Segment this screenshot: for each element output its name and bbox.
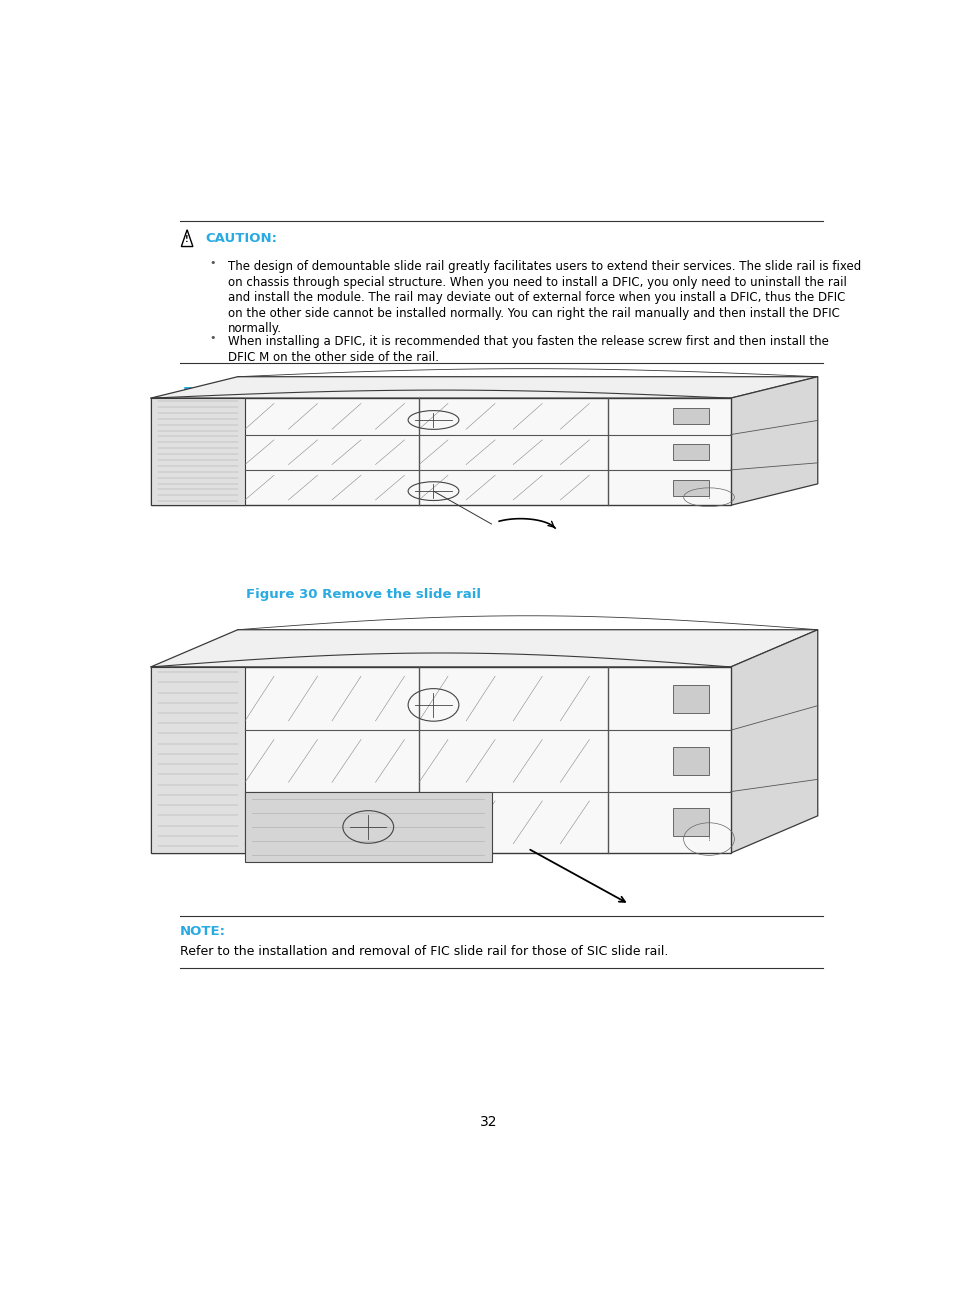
Text: Removing Slide Rail: Removing Slide Rail — [180, 388, 443, 413]
Polygon shape — [151, 377, 817, 398]
FancyBboxPatch shape — [672, 445, 708, 460]
FancyBboxPatch shape — [672, 684, 708, 713]
Text: CAUTION:: CAUTION: — [205, 232, 276, 245]
FancyBboxPatch shape — [672, 809, 708, 836]
Text: and install the module. The rail may deviate out of external force when you inst: and install the module. The rail may dev… — [228, 292, 844, 305]
Text: Figure 29 Unfasten the screw: Figure 29 Unfasten the screw — [246, 411, 467, 424]
Polygon shape — [151, 630, 817, 667]
FancyBboxPatch shape — [672, 480, 708, 495]
Polygon shape — [151, 398, 730, 505]
Polygon shape — [151, 398, 245, 505]
Polygon shape — [730, 630, 817, 853]
FancyBboxPatch shape — [672, 746, 708, 775]
Text: NOTE:: NOTE: — [180, 925, 226, 938]
Text: !: ! — [707, 494, 710, 500]
Text: •: • — [210, 258, 215, 268]
Text: DFIC M on the other side of the rail.: DFIC M on the other side of the rail. — [228, 351, 438, 364]
Text: When installing a DFIC, it is recommended that you fasten the release screw firs: When installing a DFIC, it is recommende… — [228, 336, 828, 349]
Text: on chassis through special structure. When you need to install a DFIC, you only : on chassis through special structure. Wh… — [228, 276, 846, 289]
Text: !: ! — [707, 836, 710, 842]
Text: Refer to the installation and removal of FIC slide rail for those of SIC slide r: Refer to the installation and removal of… — [180, 945, 667, 958]
Polygon shape — [151, 667, 730, 853]
Text: Figure 30 Remove the slide rail: Figure 30 Remove the slide rail — [246, 588, 481, 601]
Polygon shape — [151, 667, 245, 853]
Text: •: • — [210, 333, 215, 343]
Polygon shape — [245, 792, 491, 862]
Text: 32: 32 — [479, 1115, 497, 1129]
Text: The design of demountable slide rail greatly facilitates users to extend their s: The design of demountable slide rail gre… — [228, 260, 861, 273]
Text: !: ! — [185, 236, 189, 245]
Text: normally.: normally. — [228, 323, 282, 336]
Polygon shape — [730, 377, 817, 505]
FancyBboxPatch shape — [672, 408, 708, 424]
Text: on the other side cannot be installed normally. You can right the rail manually : on the other side cannot be installed no… — [228, 307, 839, 320]
